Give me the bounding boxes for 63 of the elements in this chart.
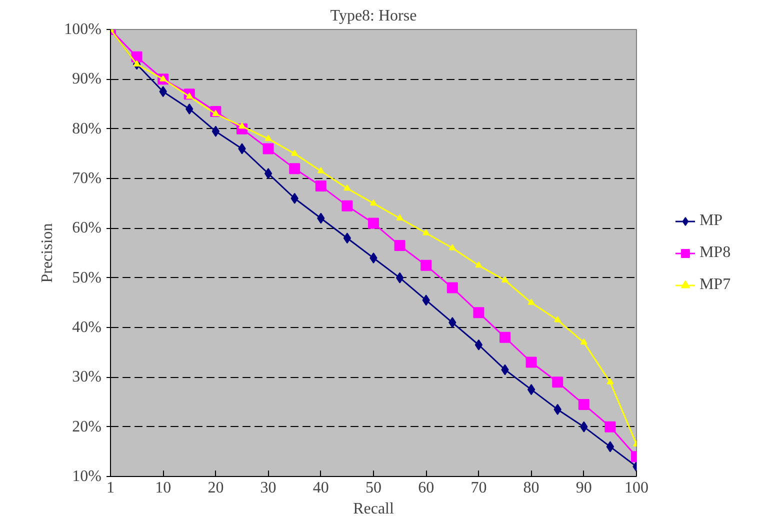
point bbox=[396, 214, 404, 220]
x-tick-label: 70 bbox=[470, 480, 487, 496]
point bbox=[262, 143, 274, 154]
point bbox=[502, 276, 508, 283]
y-tick-label: 80% bbox=[72, 120, 102, 138]
x-tick-label: 60 bbox=[418, 480, 434, 496]
point bbox=[578, 398, 590, 410]
y-tick-label: 90% bbox=[72, 70, 102, 88]
x-tick-label: 90 bbox=[576, 480, 592, 496]
point bbox=[370, 199, 377, 206]
point bbox=[422, 229, 430, 236]
point bbox=[527, 384, 536, 396]
point bbox=[343, 232, 352, 244]
point bbox=[446, 282, 458, 294]
y-tick-label: 100% bbox=[64, 21, 102, 38]
point bbox=[448, 244, 456, 250]
point bbox=[264, 168, 272, 180]
point bbox=[212, 126, 220, 137]
point bbox=[420, 260, 432, 271]
y-tick-label: 50% bbox=[72, 269, 102, 286]
point bbox=[396, 272, 404, 284]
point bbox=[133, 60, 140, 66]
x-tick-label: 10 bbox=[155, 480, 172, 496]
x-tick-label: 40 bbox=[312, 480, 329, 496]
point bbox=[344, 184, 351, 191]
x-axis-title: Recall bbox=[353, 500, 394, 518]
y-tick-label: 40% bbox=[72, 319, 102, 336]
point bbox=[475, 261, 482, 268]
point bbox=[500, 332, 510, 343]
x-tick-label: 1 bbox=[106, 480, 114, 496]
y-tick-label: 70% bbox=[72, 170, 102, 187]
x-tick-label: 30 bbox=[260, 480, 276, 496]
point bbox=[394, 240, 406, 252]
x-tick-label: 50 bbox=[366, 480, 382, 496]
point bbox=[317, 167, 324, 174]
point bbox=[552, 376, 564, 388]
point bbox=[473, 307, 484, 318]
point bbox=[526, 356, 537, 368]
point bbox=[474, 339, 483, 350]
point bbox=[606, 378, 614, 384]
y-tick-label: 60% bbox=[72, 220, 102, 237]
point bbox=[604, 421, 616, 432]
point bbox=[580, 338, 588, 345]
legend-label: MP bbox=[699, 212, 723, 230]
chart-title: Type8: Horse bbox=[330, 8, 417, 24]
x-tick-label: 80 bbox=[523, 480, 540, 496]
x-tick-label: 100 bbox=[624, 480, 648, 496]
y-tick-label: 10% bbox=[72, 468, 102, 485]
point bbox=[264, 134, 272, 141]
x-tick-label: 20 bbox=[208, 480, 224, 496]
point bbox=[289, 163, 300, 174]
y-axis-title: Precision bbox=[39, 223, 56, 283]
point bbox=[606, 441, 614, 452]
point bbox=[291, 150, 298, 156]
point bbox=[315, 180, 326, 192]
point bbox=[528, 298, 535, 305]
legend-label: MP8 bbox=[699, 244, 731, 262]
point bbox=[342, 200, 353, 212]
y-tick-label: 30% bbox=[72, 368, 102, 386]
legend-label: MP7 bbox=[699, 276, 731, 294]
point bbox=[368, 218, 379, 229]
point bbox=[554, 316, 562, 322]
y-tick-label: 20% bbox=[72, 418, 102, 436]
